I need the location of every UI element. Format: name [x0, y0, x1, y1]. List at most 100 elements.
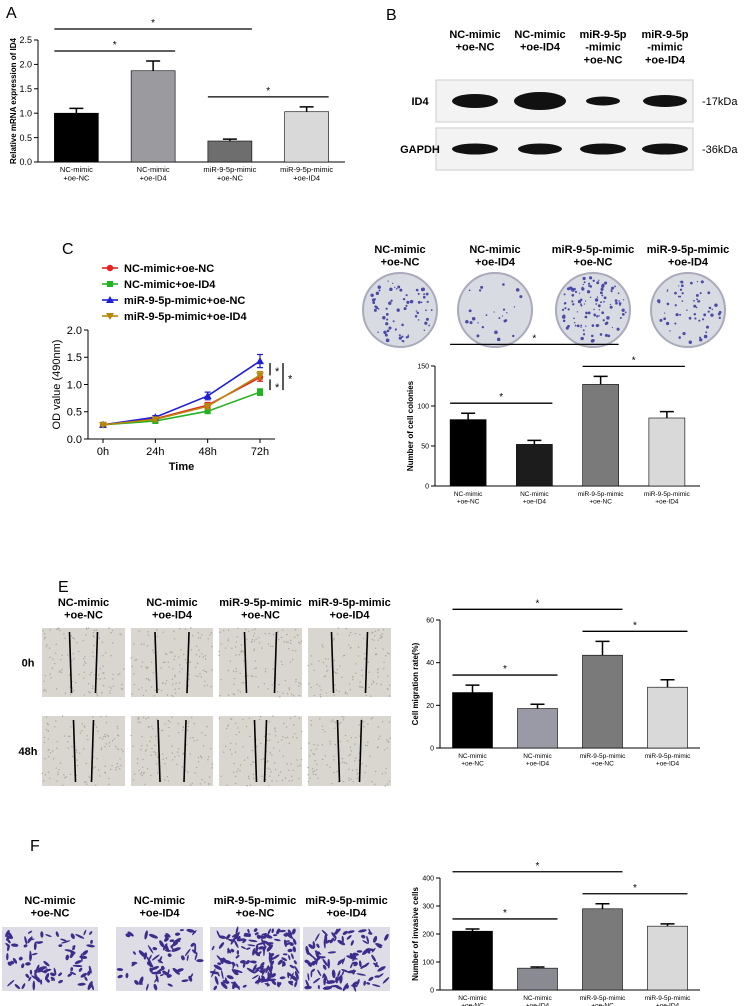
error-bar: [69, 107, 84, 114]
texture: [99, 668, 102, 670]
texture: [98, 637, 101, 639]
texture: [379, 634, 382, 637]
colony: [688, 340, 692, 344]
colony: [385, 307, 388, 310]
texture: [92, 635, 95, 637]
cell: [310, 960, 318, 966]
texture: [210, 631, 213, 634]
texture: [43, 690, 45, 692]
colony: [385, 313, 389, 316]
texture: [50, 677, 52, 679]
texture: [232, 771, 235, 773]
cell: [291, 953, 294, 960]
colony: [699, 336, 702, 339]
texture: [233, 683, 235, 686]
cell: [190, 942, 196, 947]
texture: [58, 671, 60, 673]
texture: [178, 687, 180, 690]
colony: [385, 322, 389, 326]
cell: [67, 973, 73, 977]
cell: [337, 958, 345, 963]
texture: [146, 667, 148, 670]
texture: [371, 683, 373, 685]
texture: [268, 721, 271, 723]
colony: [501, 315, 504, 317]
texture: [211, 763, 214, 765]
cell: [268, 954, 272, 964]
cell: [307, 972, 310, 981]
texture: [275, 735, 277, 737]
significance-label: *: [266, 86, 270, 97]
cell: [53, 967, 57, 976]
texture: [132, 779, 135, 781]
texture: [64, 692, 66, 695]
texture: [181, 668, 183, 670]
texture: [351, 676, 354, 678]
cell: [351, 984, 358, 988]
colony: [498, 317, 501, 320]
texture: [56, 780, 58, 782]
texture: [336, 770, 338, 773]
texture: [208, 756, 210, 758]
texture: [294, 733, 296, 735]
cell: [165, 933, 171, 938]
texture: [253, 761, 255, 764]
texture: [189, 737, 191, 739]
x-tick-label: 0h: [97, 446, 109, 458]
texture: [156, 629, 158, 631]
texture: [83, 748, 85, 750]
texture: [57, 773, 59, 776]
texture: [79, 752, 81, 754]
texture: [246, 638, 248, 641]
colony: [679, 295, 682, 298]
texture: [352, 769, 354, 772]
colony: [598, 309, 601, 311]
colony: [707, 310, 710, 313]
micrograph: [42, 716, 125, 786]
texture: [152, 728, 154, 730]
cell: [267, 928, 271, 936]
texture: [310, 724, 313, 726]
texture: [49, 656, 51, 659]
texture: [269, 768, 271, 771]
texture: [197, 632, 200, 634]
texture: [120, 764, 122, 767]
texture: [383, 661, 385, 663]
cell: [218, 942, 225, 949]
colony: [599, 291, 603, 295]
cell: [147, 945, 154, 954]
significance-label: *: [536, 598, 540, 609]
colony: [403, 307, 407, 311]
cell: [73, 964, 82, 968]
texture: [76, 764, 79, 767]
cell: [224, 977, 228, 985]
cell: [267, 966, 273, 972]
texture: [103, 677, 106, 679]
texture: [226, 784, 228, 787]
significance-label: *: [503, 908, 507, 919]
texture: [321, 758, 324, 761]
wound-edge: [243, 631, 248, 694]
cell: [329, 937, 335, 944]
cell: [337, 970, 341, 978]
texture: [180, 649, 182, 651]
cell: [75, 934, 85, 939]
texture: [300, 747, 302, 750]
colony: [693, 313, 696, 316]
texture: [312, 773, 315, 775]
texture: [85, 781, 87, 783]
texture: [338, 690, 340, 693]
significance-label: *: [536, 861, 540, 872]
texture: [131, 665, 134, 668]
texture: [99, 736, 101, 739]
significance-label: *: [632, 355, 636, 366]
texture: [333, 759, 335, 761]
colony: [493, 311, 495, 313]
texture: [138, 769, 140, 772]
cell: [292, 938, 297, 945]
colony: [703, 334, 708, 339]
wound-edge: [72, 719, 77, 783]
colony: [582, 329, 585, 332]
texture: [294, 636, 296, 638]
texture: [272, 668, 274, 670]
